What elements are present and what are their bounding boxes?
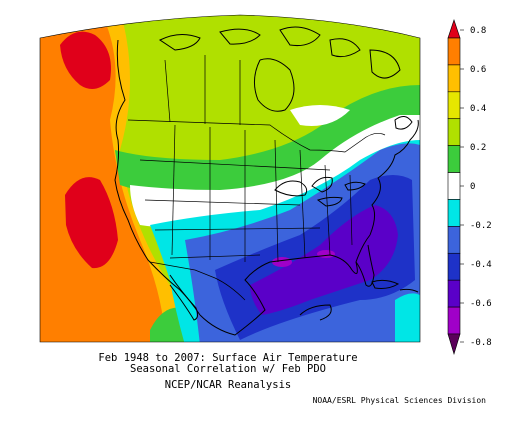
colorbar-segment [447, 118, 461, 146]
colorbar-segment [447, 172, 461, 200]
colorbar-tick-label: -0.6 [470, 299, 492, 309]
caption-line-1: Feb 1948 to 2007: Surface Air Temperatur… [98, 352, 358, 364]
colorbar-tick-label: 0.6 [470, 65, 486, 75]
colorbar-tick-label: 0.4 [470, 104, 486, 114]
colorbar-arrow-top [447, 19, 461, 39]
colorbar-tick-label: 0 [470, 182, 475, 192]
colorbar-arrow-bottom [447, 333, 461, 356]
colorbar-segment [447, 226, 461, 254]
colorbar-tick-label: 0.8 [470, 26, 486, 36]
caption-line-3: NCEP/NCAR Reanalysis [164, 379, 292, 391]
borders [127, 55, 386, 301]
temperature-field [40, 15, 420, 342]
colorbar-tick-label: 0.2 [470, 143, 486, 153]
colorbar-segment [447, 145, 461, 173]
colorbar-segment [447, 279, 461, 308]
credit-text: NOAA/ESRL Physical Sciences Division [312, 396, 486, 405]
colorbar-segment [447, 252, 461, 281]
colorbar-tick-label: -0.4 [470, 260, 492, 270]
colorbar-tick-label: -0.2 [470, 221, 492, 231]
colorbar: 0.8 0.6 0.4 0.2 0 -0.2 -0.4 -0.6 -0.8 [447, 19, 492, 356]
colorbar-segment [447, 199, 461, 227]
colorbar-segment [447, 91, 461, 120]
coastlines [114, 26, 419, 336]
colorbar-tick-label: -0.8 [470, 338, 492, 348]
colorbar-segment [447, 37, 461, 66]
map-frame [39, 14, 421, 343]
colorbar-segment [447, 306, 461, 335]
caption-line-2: Seasonal Correlation w/ Feb PDO [130, 363, 326, 375]
colorbar-segment [447, 64, 461, 93]
